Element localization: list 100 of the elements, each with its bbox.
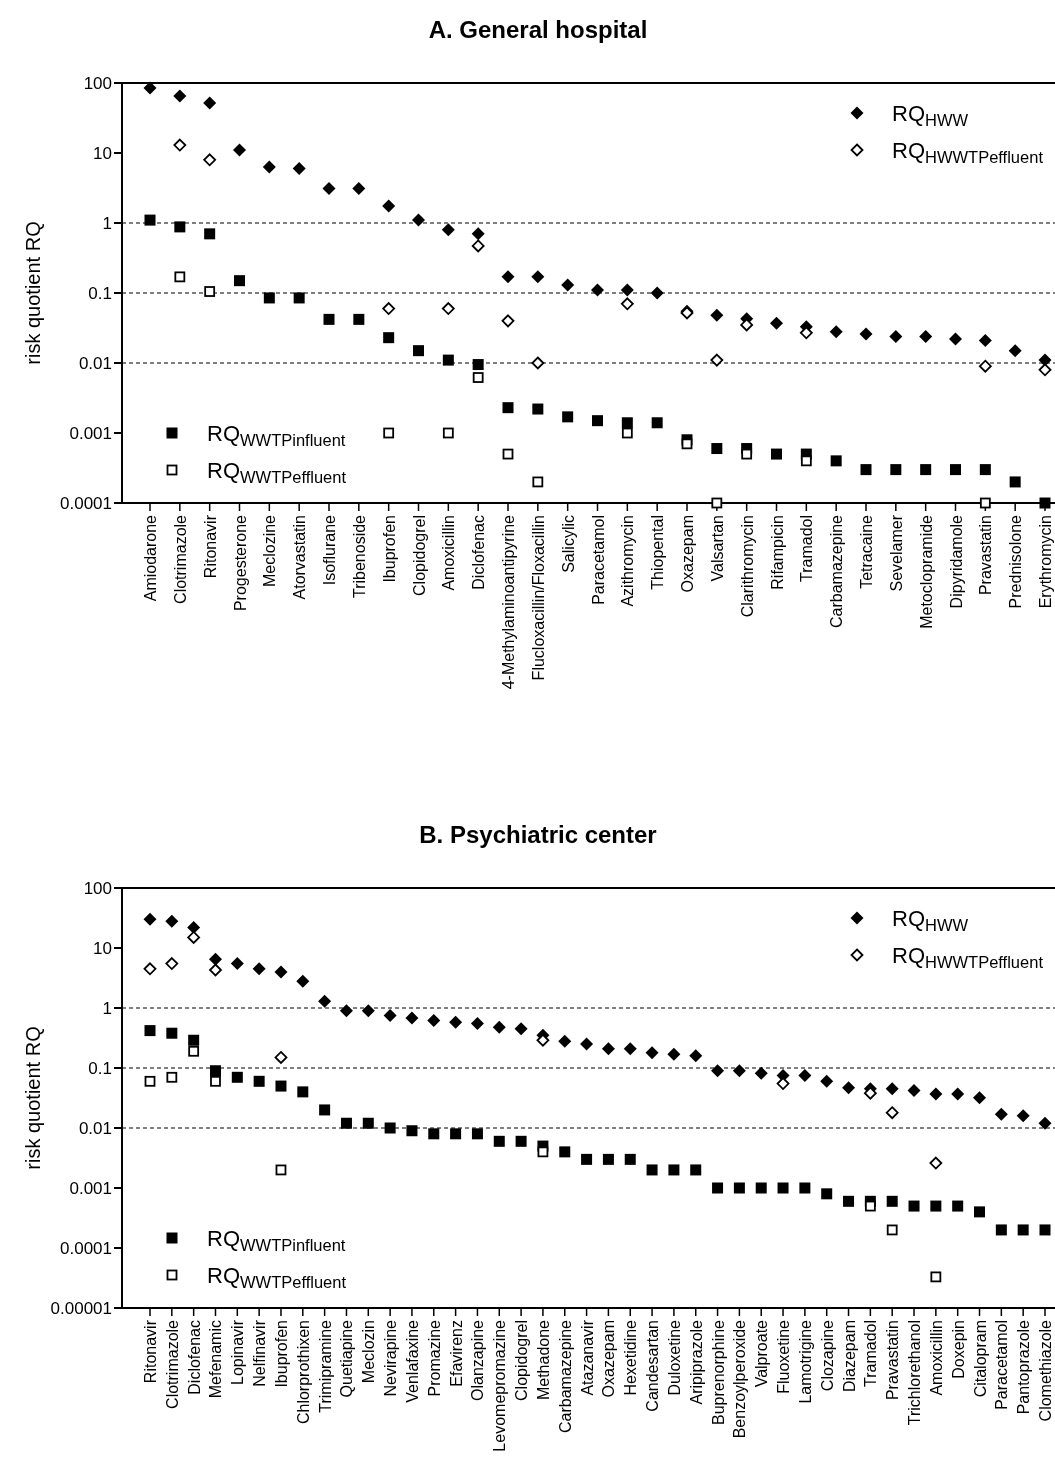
x-tick-label: Tramadol xyxy=(798,515,816,582)
point xyxy=(601,1042,615,1056)
point xyxy=(620,297,634,311)
point xyxy=(799,1182,811,1194)
x-tick-label: Hexetidine xyxy=(622,1319,640,1396)
point xyxy=(471,227,485,241)
point xyxy=(951,1087,965,1101)
point xyxy=(382,199,396,213)
x-tick-label: Rifampicin xyxy=(768,515,786,590)
x-tick-label: Thiopental xyxy=(649,515,667,590)
point xyxy=(558,1034,572,1048)
point xyxy=(602,1153,614,1165)
point xyxy=(624,1153,636,1165)
point xyxy=(667,1047,681,1061)
x-tick-label: Diclofenac xyxy=(185,1320,203,1395)
point xyxy=(620,283,634,297)
point xyxy=(950,464,961,476)
y-tick-label: 0.0001 xyxy=(60,494,112,513)
x-tick-label: Diazepam xyxy=(840,1320,858,1393)
point xyxy=(889,329,903,343)
x-tick-label: Pantoprazole xyxy=(1015,1319,1033,1415)
point xyxy=(384,1122,396,1134)
x-tick-label: Flucloxacillin/Floxacillin xyxy=(529,515,547,681)
point xyxy=(710,353,724,367)
point xyxy=(771,448,782,460)
point xyxy=(166,1027,178,1039)
point xyxy=(450,1128,462,1140)
point xyxy=(1038,363,1052,377)
x-tick-label: Azithromycin xyxy=(619,515,637,607)
point xyxy=(174,271,186,283)
point xyxy=(755,1182,767,1194)
point xyxy=(339,1004,353,1018)
x-tick-label: Clopidogrel xyxy=(410,515,428,596)
x-tick-label: Clopidogrel xyxy=(513,1320,531,1401)
point xyxy=(710,308,724,322)
point xyxy=(864,1200,876,1212)
y-tick-label: 100 xyxy=(83,74,112,93)
x-tick-label: Citalopram xyxy=(971,1320,989,1398)
x-tick-label: Lopinavir xyxy=(229,1319,247,1385)
x-tick-label: Clotrimazole xyxy=(171,514,189,604)
point xyxy=(231,1071,243,1083)
y-tick-label: 0.01 xyxy=(78,354,112,373)
y-tick-label: 0.001 xyxy=(69,424,112,443)
point xyxy=(472,359,484,371)
x-tick-label: Doxepin xyxy=(949,1320,967,1379)
point xyxy=(234,275,245,287)
point xyxy=(428,1128,440,1140)
point xyxy=(930,1200,942,1212)
point xyxy=(591,283,604,297)
point xyxy=(994,1107,1008,1121)
point xyxy=(820,1074,834,1088)
point xyxy=(263,292,275,304)
x-tick-label: Prednisolone xyxy=(1007,514,1025,609)
x-tick-label: Tribenoside xyxy=(350,514,368,599)
point xyxy=(515,1135,527,1147)
x-tick-label: Buprenorphine xyxy=(709,1319,727,1425)
y-tick-label: 0.00001 xyxy=(50,1299,112,1318)
point xyxy=(203,153,217,167)
point xyxy=(821,1188,833,1200)
point xyxy=(492,1020,506,1034)
point xyxy=(1009,476,1021,488)
point xyxy=(979,464,991,476)
point xyxy=(252,962,266,976)
point xyxy=(297,1086,309,1098)
point xyxy=(322,182,336,196)
point xyxy=(323,313,335,325)
point xyxy=(929,1156,943,1170)
point xyxy=(711,443,723,455)
point xyxy=(209,1065,221,1077)
point xyxy=(1039,1224,1051,1236)
point xyxy=(188,1045,200,1057)
point xyxy=(383,332,395,344)
point xyxy=(188,1034,200,1046)
x-tick-label: Atorvastatin xyxy=(291,515,309,600)
point xyxy=(1038,353,1052,367)
point xyxy=(885,1106,899,1120)
point xyxy=(1008,344,1022,358)
point xyxy=(471,1128,483,1140)
legend-label: RQ$_{HWWTPeffluent}$ xyxy=(892,943,1044,972)
x-tick-label: Fluoxetine xyxy=(775,1319,793,1394)
point xyxy=(382,302,396,315)
x-tick-label: Clozapine xyxy=(818,1319,836,1392)
point xyxy=(493,1135,505,1147)
x-tick-label: Sevelamer xyxy=(887,514,905,592)
point xyxy=(621,427,633,439)
point xyxy=(340,1117,352,1129)
x-tick-label: Duloxetine xyxy=(665,1319,683,1396)
point xyxy=(144,1025,156,1037)
point xyxy=(885,1082,899,1096)
x-tick-label: Tramadol xyxy=(862,1320,880,1387)
x-tick-label: Clomethiazole xyxy=(1037,1319,1054,1422)
point xyxy=(860,464,872,476)
x-tick-label: Efavirenz xyxy=(447,1320,465,1387)
point xyxy=(471,239,485,253)
point xyxy=(144,214,156,226)
point xyxy=(974,1206,986,1218)
point xyxy=(274,965,288,979)
x-tick-label: Levomepromazine xyxy=(491,1319,509,1452)
point xyxy=(441,302,455,315)
x-tick-label: Valsartan xyxy=(708,515,726,582)
